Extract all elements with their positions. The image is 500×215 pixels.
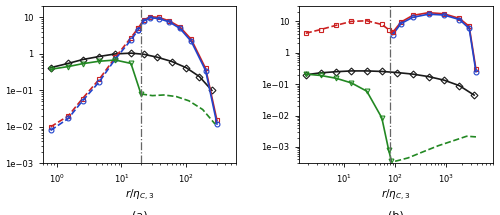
X-axis label: $r/\eta_{C,3}$: $r/\eta_{C,3}$ xyxy=(381,188,410,203)
Text: (a): (a) xyxy=(132,210,148,215)
X-axis label: $r/\eta_{C,3}$: $r/\eta_{C,3}$ xyxy=(125,188,154,203)
Text: (b): (b) xyxy=(388,210,404,215)
